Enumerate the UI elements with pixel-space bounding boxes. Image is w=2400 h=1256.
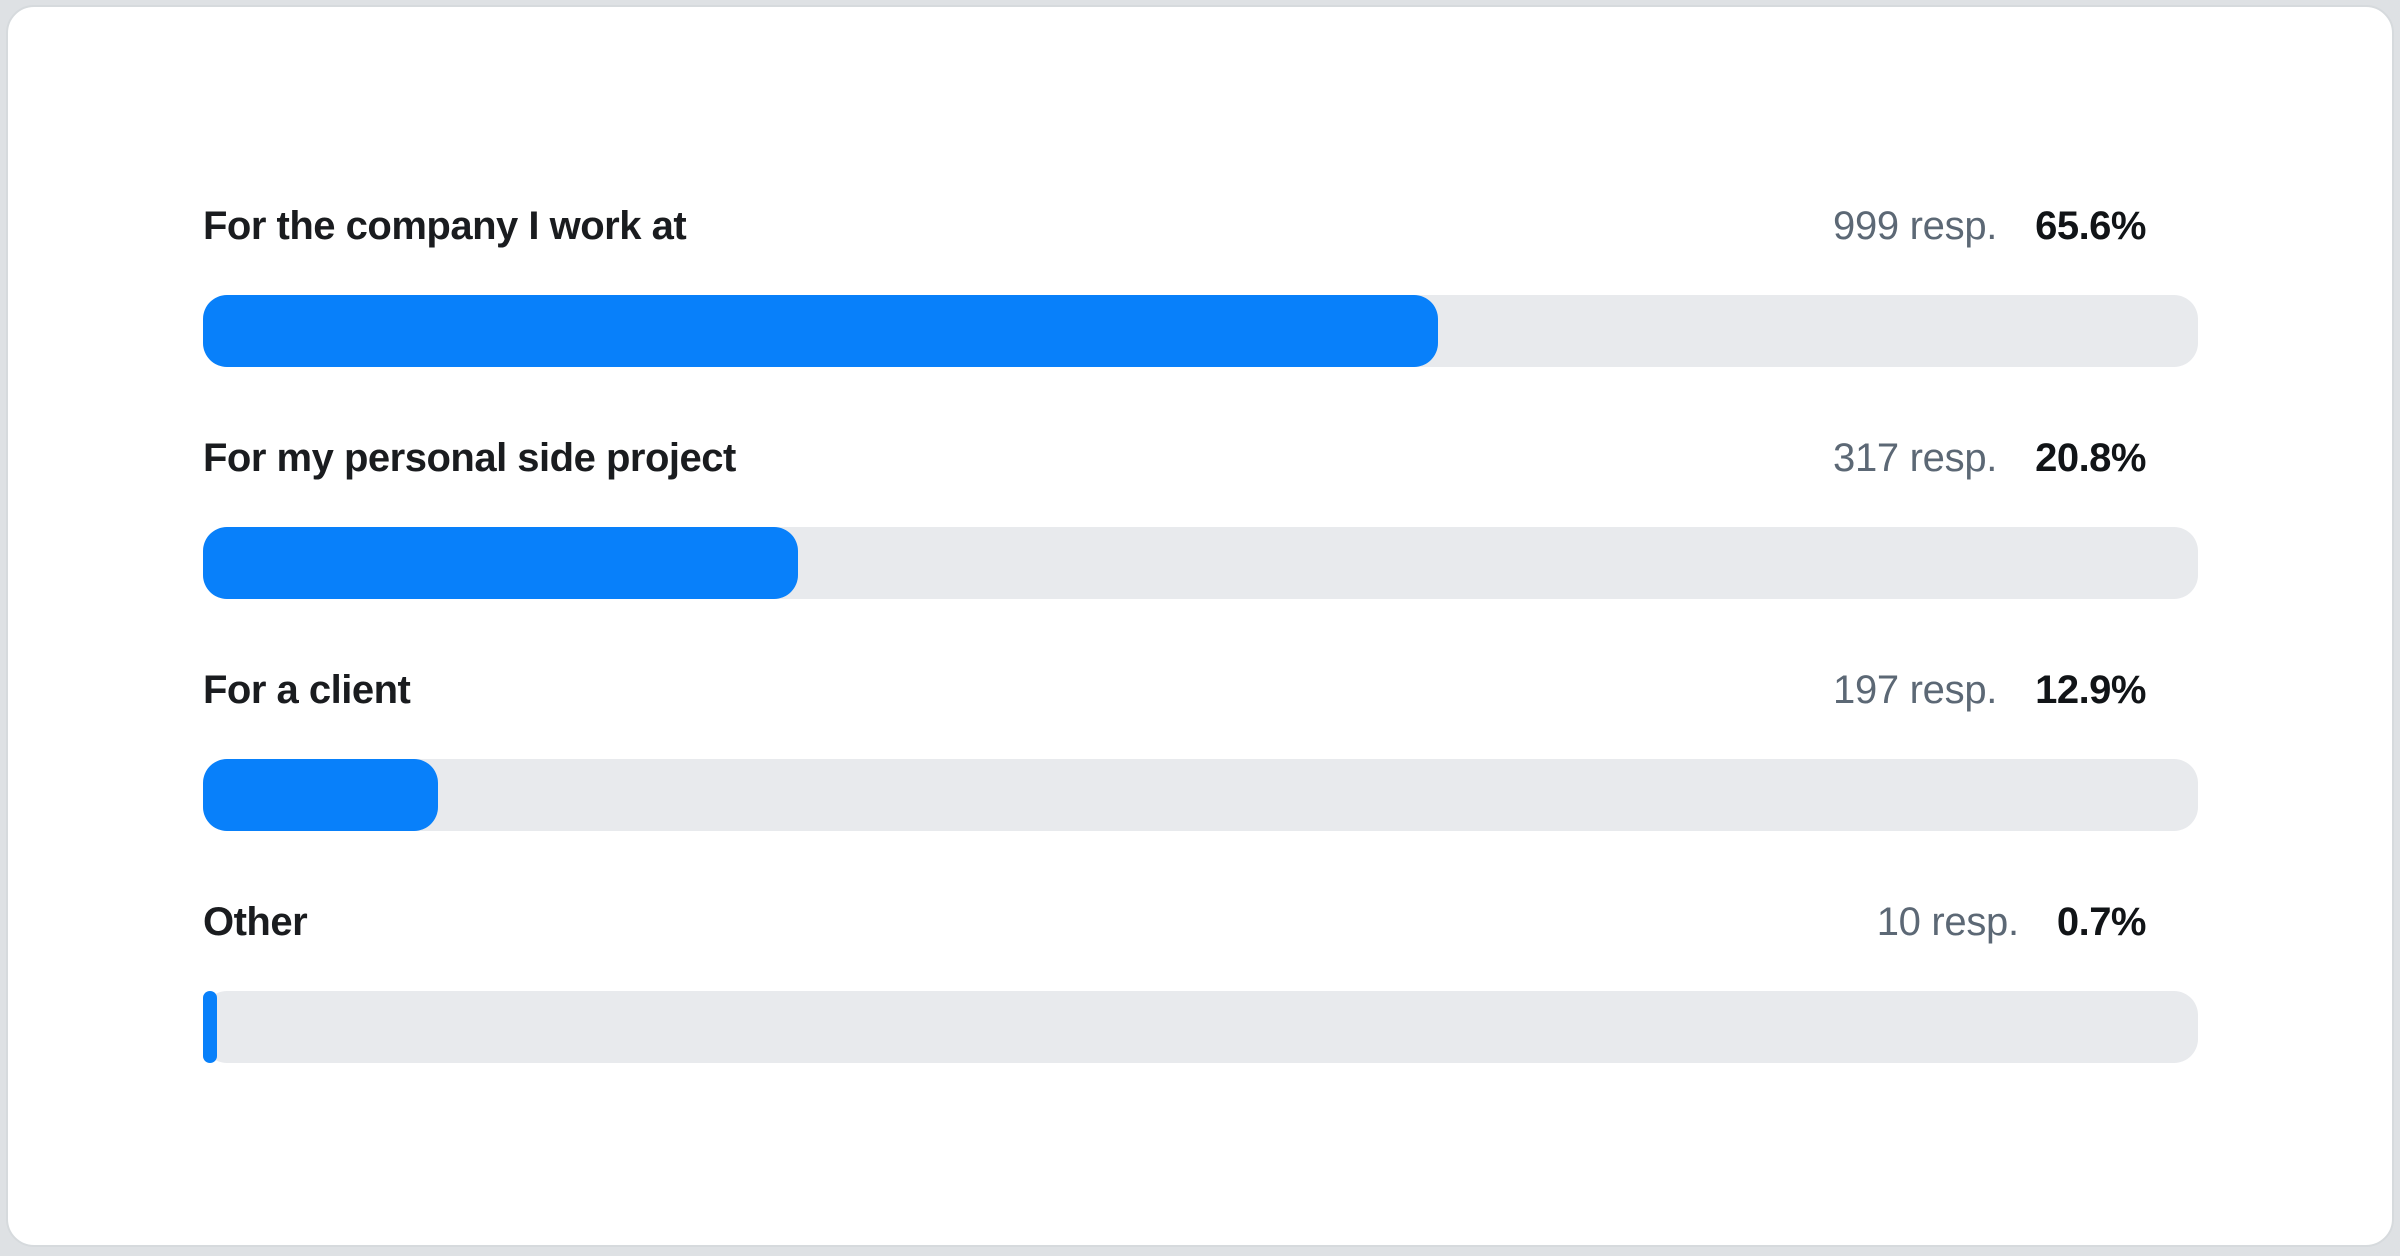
survey-bar-chart: For the company I work at 999 resp. 65.6… — [8, 7, 2392, 1063]
percent-value: 65.6% — [2035, 204, 2146, 248]
option-label: For my personal side project — [203, 436, 736, 480]
survey-option-row: For a client 197 resp. 12.9% — [203, 666, 2198, 831]
response-count: 317 resp. — [1833, 436, 1998, 480]
response-count: 10 resp. — [1876, 900, 2019, 944]
option-header: For a client 197 resp. 12.9% — [203, 666, 2198, 714]
option-header: For the company I work at 999 resp. 65.6… — [203, 202, 2198, 250]
option-header: Other 10 resp. 0.7% — [203, 898, 2198, 946]
option-stats: 197 resp. 12.9% — [1833, 666, 2146, 714]
bar-track — [203, 759, 2198, 831]
percent-value: 0.7% — [2056, 900, 2147, 944]
survey-option-row: For the company I work at 999 resp. 65.6… — [203, 202, 2198, 367]
percent-value: 20.8% — [2035, 436, 2146, 480]
survey-option-row: For my personal side project 317 resp. 2… — [203, 434, 2198, 599]
survey-results-card: For the company I work at 999 resp. 65.6… — [6, 5, 2394, 1247]
bar-fill — [203, 295, 1438, 367]
option-stats: 10 resp. 0.7% — [1876, 898, 2147, 946]
bar-track — [203, 527, 2198, 599]
option-header: For my personal side project 317 resp. 2… — [203, 434, 2198, 482]
survey-option-row: Other 10 resp. 0.7% — [203, 898, 2198, 1063]
bar-fill — [203, 759, 439, 831]
response-count: 999 resp. — [1833, 204, 1998, 248]
percent-value: 12.9% — [2035, 668, 2146, 712]
option-label: Other — [203, 900, 308, 944]
option-stats: 999 resp. 65.6% — [1833, 202, 2146, 250]
bar-track — [203, 991, 2198, 1063]
option-stats: 317 resp. 20.8% — [1833, 434, 2146, 482]
bar-track — [203, 295, 2198, 367]
bar-fill — [203, 527, 798, 599]
option-label: For a client — [203, 668, 411, 712]
bar-fill — [203, 991, 217, 1063]
option-label: For the company I work at — [203, 204, 687, 248]
response-count: 197 resp. — [1833, 668, 1998, 712]
